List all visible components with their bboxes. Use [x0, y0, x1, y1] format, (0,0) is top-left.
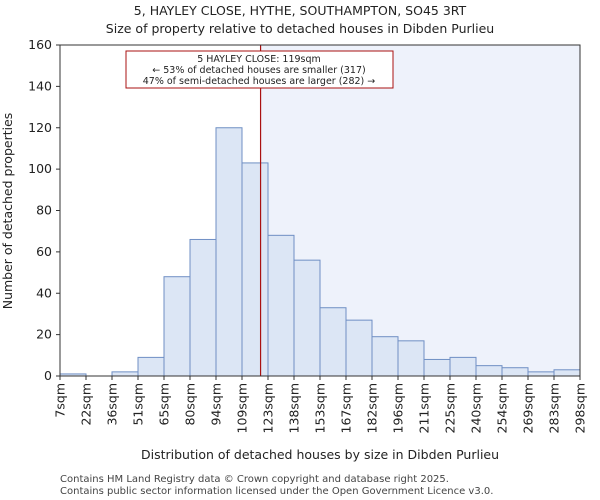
x-tick-label-65sqm: 65sqm [157, 383, 172, 426]
bar-123sqm [267, 234, 295, 377]
annotation-box [125, 50, 394, 89]
x-tick-label-269sqm: 269sqm [521, 383, 536, 433]
y-tick-label-100: 100 [28, 161, 52, 176]
x-tick-label-94sqm: 94sqm [209, 383, 224, 426]
bar-240sqm [475, 365, 503, 377]
x-tick-label-36sqm: 36sqm [105, 383, 120, 426]
x-tick-label-254sqm: 254sqm [495, 383, 510, 433]
bar-80sqm [189, 238, 217, 377]
x-tick-label-109sqm: 109sqm [235, 383, 250, 433]
chart-title: 5, HAYLEY CLOSE, HYTHE, SOUTHAMPTON, SO4… [134, 3, 467, 18]
x-tick-label-225sqm: 225sqm [443, 383, 458, 433]
bar-182sqm [371, 336, 399, 377]
bar-65sqm [163, 276, 191, 377]
y-tick-label-20: 20 [36, 327, 52, 342]
bar-167sqm [345, 319, 373, 377]
bar-283sqm [553, 369, 581, 377]
x-tick-label-182sqm: 182sqm [365, 383, 380, 433]
annotation-line-1: 5 HAYLEY CLOSE: 119sqm [197, 54, 321, 65]
x-axis-label: Distribution of detached houses by size … [141, 447, 499, 462]
x-tick-label-51sqm: 51sqm [131, 383, 146, 426]
x-tick-label-211sqm: 211sqm [417, 383, 432, 433]
bar-211sqm [423, 358, 451, 377]
bar-269sqm [527, 371, 555, 377]
y-tick-label-60: 60 [36, 244, 52, 259]
x-tick-label-80sqm: 80sqm [183, 383, 198, 426]
x-tick-label-22sqm: 22sqm [79, 383, 94, 426]
x-tick-label-7sqm: 7sqm [53, 383, 68, 418]
bar-254sqm [501, 367, 529, 377]
y-tick-label-160: 160 [28, 37, 52, 52]
bar-94sqm [215, 127, 243, 377]
x-ticks-group: 7sqm 22sqm 36sqm 51sqm 65sqm 80sqm 94sqm 109sqm… [53, 376, 588, 433]
footer-line-1: Contains HM Land Registry data © Crown c… [60, 474, 449, 485]
bar-225sqm [449, 356, 477, 377]
x-tick-label-153sqm: 153sqm [313, 383, 328, 433]
footer-line-2: Contains public sector information licen… [60, 486, 493, 497]
y-tick-label-80: 80 [36, 203, 52, 218]
x-tick-label-167sqm: 167sqm [339, 383, 354, 433]
bar-138sqm [293, 259, 321, 377]
annotation-line-2: ← 53% of detached houses are smaller (31… [152, 65, 365, 76]
y-ticks-group: 0 20 40 60 80 100 120 140 160 [28, 37, 60, 383]
x-tick-label-123sqm: 123sqm [261, 383, 276, 433]
bar-196sqm [397, 340, 425, 377]
y-tick-label-40: 40 [36, 285, 52, 300]
x-tick-label-138sqm: 138sqm [287, 383, 302, 433]
x-tick-label-240sqm: 240sqm [469, 383, 484, 433]
bar-51sqm [137, 356, 165, 377]
x-tick-label-196sqm: 196sqm [391, 383, 406, 433]
y-tick-label-120: 120 [28, 120, 52, 135]
bar-153sqm [319, 307, 347, 377]
bar-36sqm [111, 371, 139, 377]
y-tick-label-0: 0 [44, 368, 52, 383]
x-tick-label-298sqm: 298sqm [573, 383, 588, 433]
y-axis-label: Number of detached properties [0, 113, 15, 310]
x-tick-label-283sqm: 283sqm [547, 383, 562, 433]
bar-109sqm [241, 162, 269, 377]
y-tick-label-140: 140 [28, 78, 52, 93]
bars-group [59, 127, 581, 377]
chart-subtitle: Size of property relative to detached ho… [106, 21, 494, 36]
annotation-line-3: 47% of semi-detached houses are larger (… [143, 76, 376, 87]
